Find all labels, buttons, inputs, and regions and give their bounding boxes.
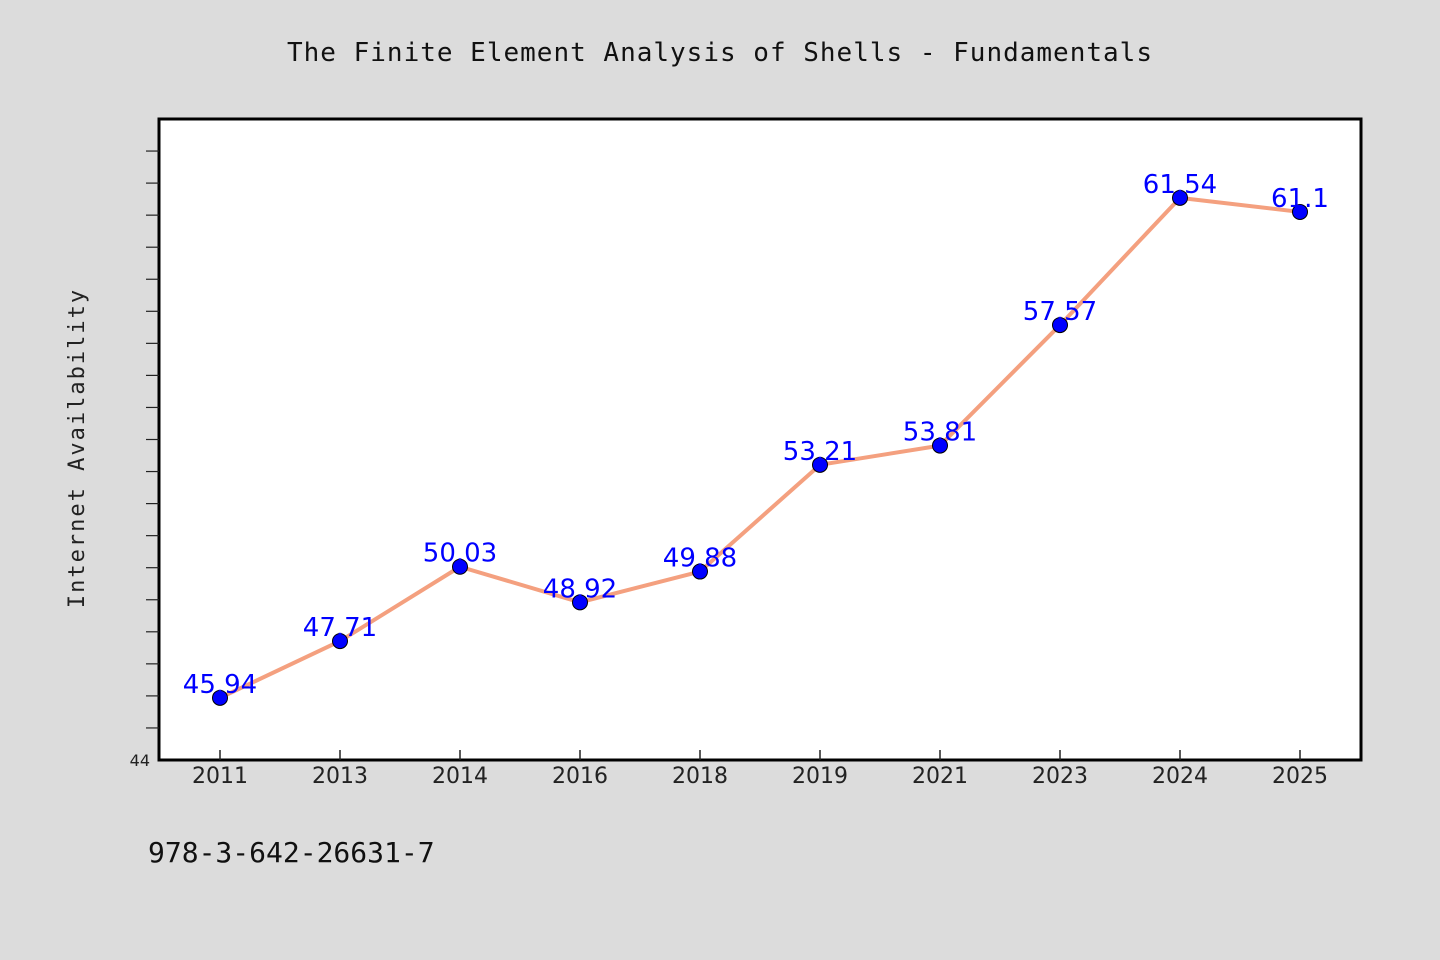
x-tick-label-2019: 2019: [792, 764, 848, 789]
data-label: 57.57: [1023, 297, 1097, 327]
y-tick-label-44: 44: [130, 751, 150, 770]
data-label: 53.21: [783, 437, 857, 467]
y-axis-label: Internet Availability: [65, 288, 90, 608]
plot-area: [157, 117, 1363, 762]
isbn-label: 978-3-642-26631-7: [148, 836, 435, 869]
data-label: 47.71: [303, 613, 377, 643]
series-layer: 45.94 47.71 50.03 48.92 49.88 53.21 53.81 57.57…: [183, 170, 1329, 706]
data-point: [1052, 317, 1068, 334]
x-axis-ticks: 2011 2013 2014 2016 2018 2019 2021 2023 2024 2025: [192, 750, 1328, 789]
x-tick-label-2025: 2025: [1272, 764, 1328, 789]
x-tick-label-2023: 2023: [1032, 764, 1088, 789]
data-label: 45.94: [183, 670, 257, 700]
data-label: 53.81: [903, 418, 977, 448]
x-tick-label-2011: 2011: [192, 764, 248, 789]
x-tick-label-2016: 2016: [552, 764, 608, 789]
series-line: [219, 195, 1301, 700]
data-point: [812, 456, 828, 473]
data-label: 61.1: [1271, 184, 1329, 214]
data-point: [692, 563, 708, 580]
data-point: [1172, 189, 1188, 206]
data-label: 61.54: [1143, 170, 1217, 200]
chart-title: The Finite Element Analysis of Shells - …: [287, 38, 1153, 68]
y-axis-ticks: [146, 150, 159, 729]
x-tick-label-2018: 2018: [672, 764, 728, 789]
data-label: 50.03: [423, 539, 497, 569]
data-label: 49.88: [663, 544, 737, 574]
x-tick-label-2024: 2024: [1152, 764, 1208, 789]
x-tick-label-2013: 2013: [312, 764, 368, 789]
data-point: [212, 689, 228, 706]
data-point: [332, 633, 348, 650]
data-point: [1292, 203, 1308, 220]
data-point: [572, 594, 588, 611]
x-tick-label-2021: 2021: [912, 764, 968, 789]
data-point: [452, 558, 468, 575]
data-point: [932, 437, 948, 454]
x-tick-label-2014: 2014: [432, 764, 488, 789]
data-label: 48.92: [543, 574, 617, 604]
